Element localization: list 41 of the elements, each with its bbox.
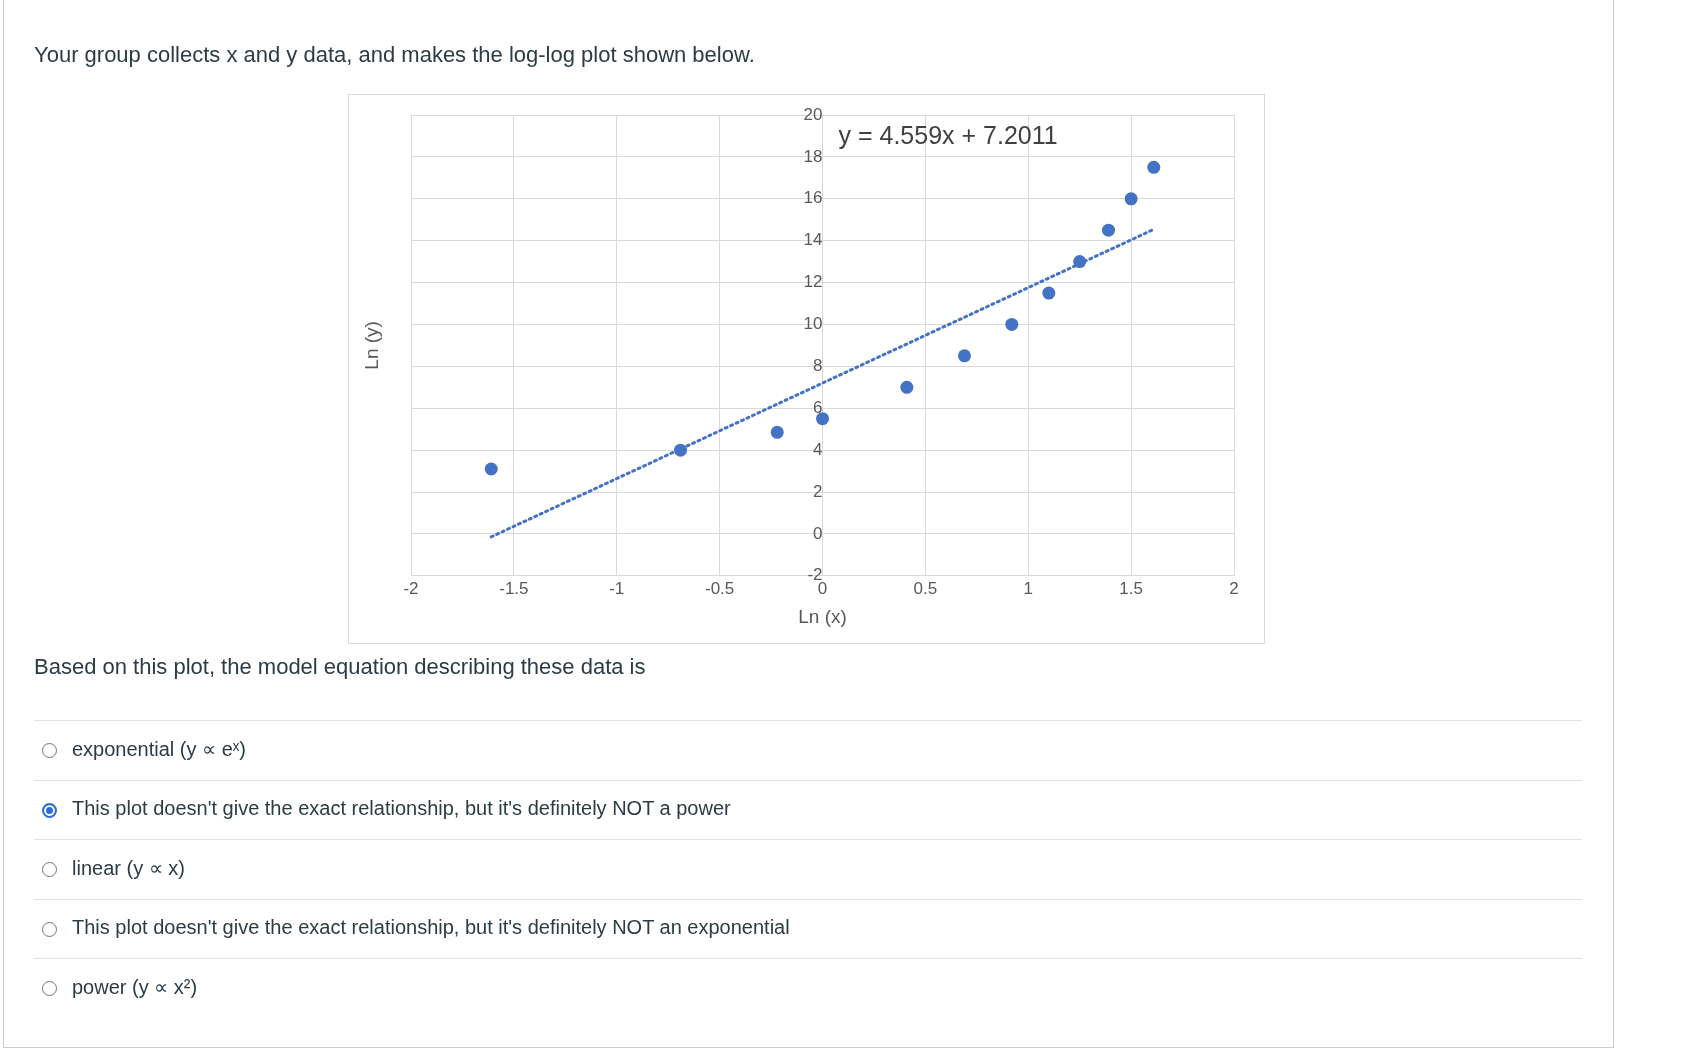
- y-axis-title: Ln (y): [361, 321, 383, 370]
- y-tick-label: 8: [813, 356, 823, 376]
- y-tick-label: 20: [803, 104, 823, 124]
- text: exponential (y ∝ eˣ): [72, 737, 246, 761]
- y-tick-label: 12: [803, 272, 823, 292]
- y-tick-label: 6: [813, 397, 823, 417]
- point: [1042, 286, 1056, 300]
- point: [1101, 223, 1115, 237]
- x-tick-label: -1: [609, 578, 625, 598]
- y-tick-label: 0: [813, 523, 823, 543]
- y-tick-label: 10: [803, 314, 823, 334]
- point: [484, 462, 498, 476]
- x-tick-label: 1: [1023, 578, 1033, 598]
- point: [957, 349, 971, 363]
- x-tick-label: 0.5: [913, 578, 938, 598]
- x-axis-title: Ln (x): [798, 605, 847, 627]
- point: [1005, 317, 1019, 331]
- text: Based on this plot, the model equation describing these data is: [34, 654, 646, 680]
- x-tick-label: 2: [1229, 578, 1239, 598]
- point: [1147, 160, 1161, 174]
- y-tick-label: 4: [813, 439, 823, 459]
- x-tick-label: -2: [403, 578, 419, 598]
- point: [900, 380, 914, 394]
- text: This plot doesn't give the exact relationship, but it's definitely NOT an exponential: [72, 915, 790, 939]
- annotation: y = 4.559x + 7.2011: [838, 120, 1058, 149]
- point: [1073, 255, 1087, 269]
- text: This plot doesn't give the exact relationship, but it's definitely NOT a power: [72, 796, 731, 820]
- y-tick-label: 16: [803, 188, 823, 208]
- point: [770, 425, 784, 439]
- point: [674, 443, 688, 457]
- point: [1124, 192, 1138, 206]
- x-tick-label: 1.5: [1119, 578, 1143, 598]
- y-tick-label: 2: [813, 481, 823, 501]
- chart-title: Your group collects x and y data, and makes the log-log plot shown below.: [34, 42, 755, 68]
- x-tick-label: -0.5: [704, 578, 735, 598]
- x-tick-label: -1.5: [499, 578, 529, 598]
- y-tick-label: 14: [803, 230, 823, 250]
- text: power (y ∝ x²): [72, 975, 198, 999]
- y-tick-label: 18: [803, 146, 823, 166]
- text: linear (y ∝ x): [72, 856, 185, 880]
- point: [816, 412, 829, 426]
